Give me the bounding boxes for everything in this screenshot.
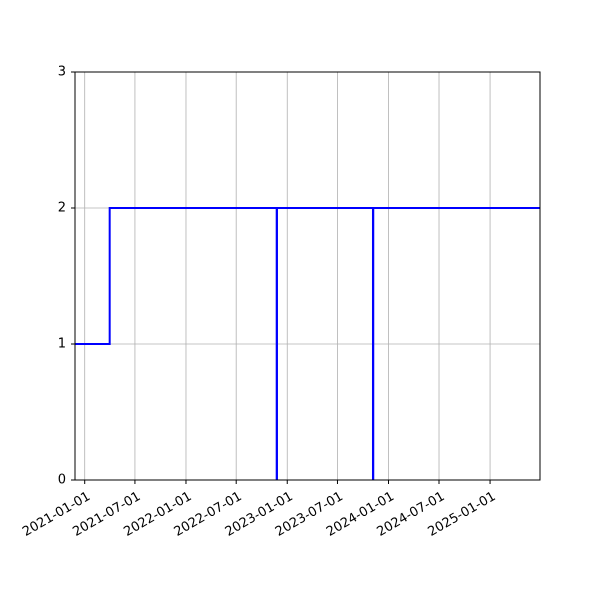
series-layer [75,207,540,480]
y-axis: 0 1 2 3 [58,65,75,488]
y-tick-label: 0 [58,473,66,488]
y-tick-label: 1 [58,337,66,352]
grid-lines [75,71,540,481]
y-tick-label: 3 [58,65,66,80]
series-line-1 [75,207,540,480]
y-tick-label: 2 [58,201,66,216]
x-axis: 2021-01-012021-07-012022-01-012022-07-01… [20,480,498,540]
plot-frame [74,71,541,481]
